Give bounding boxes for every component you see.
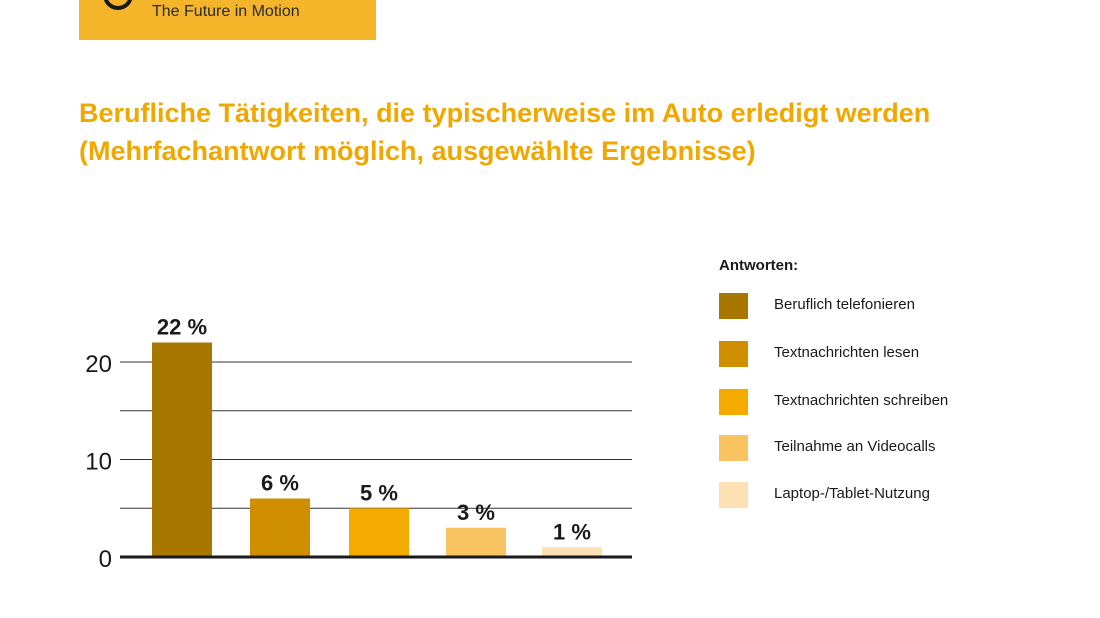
legend-label: Textnachrichten schreiben [774,392,949,409]
y-tick-label: 20 [85,351,112,378]
data-label: 5 % [360,480,398,505]
data-label: 6 % [261,471,299,496]
legend-label: Teilnahme an Videocalls [774,438,936,455]
data-label: 3 % [457,500,495,525]
legend-label: Textnachrichten lesen [774,344,920,361]
data-label: 1 % [553,519,591,544]
bar [446,527,506,557]
legend-label: Laptop-/Tablet-Nutzung [774,485,930,502]
legend-swatch [719,341,748,367]
bar [152,342,212,557]
legend-title: Antworten: [719,257,799,274]
y-tick-label: 0 [99,546,112,573]
brand-tagline: The Future in Motion [152,3,300,20]
legend-swatch [719,435,748,461]
bar [542,547,602,557]
y-tick-label: 10 [85,449,112,476]
bar [349,508,409,557]
legend-swatch [719,293,748,319]
legend-label: Beruflich telefonieren [774,296,915,313]
bar [250,498,310,557]
brand-banner [79,0,376,40]
data-label: 22 % [157,315,207,340]
chart-title: Berufliche Tätigkeiten, die typischerwei… [79,98,931,166]
legend-swatch [719,482,748,508]
legend-swatch [719,389,748,415]
